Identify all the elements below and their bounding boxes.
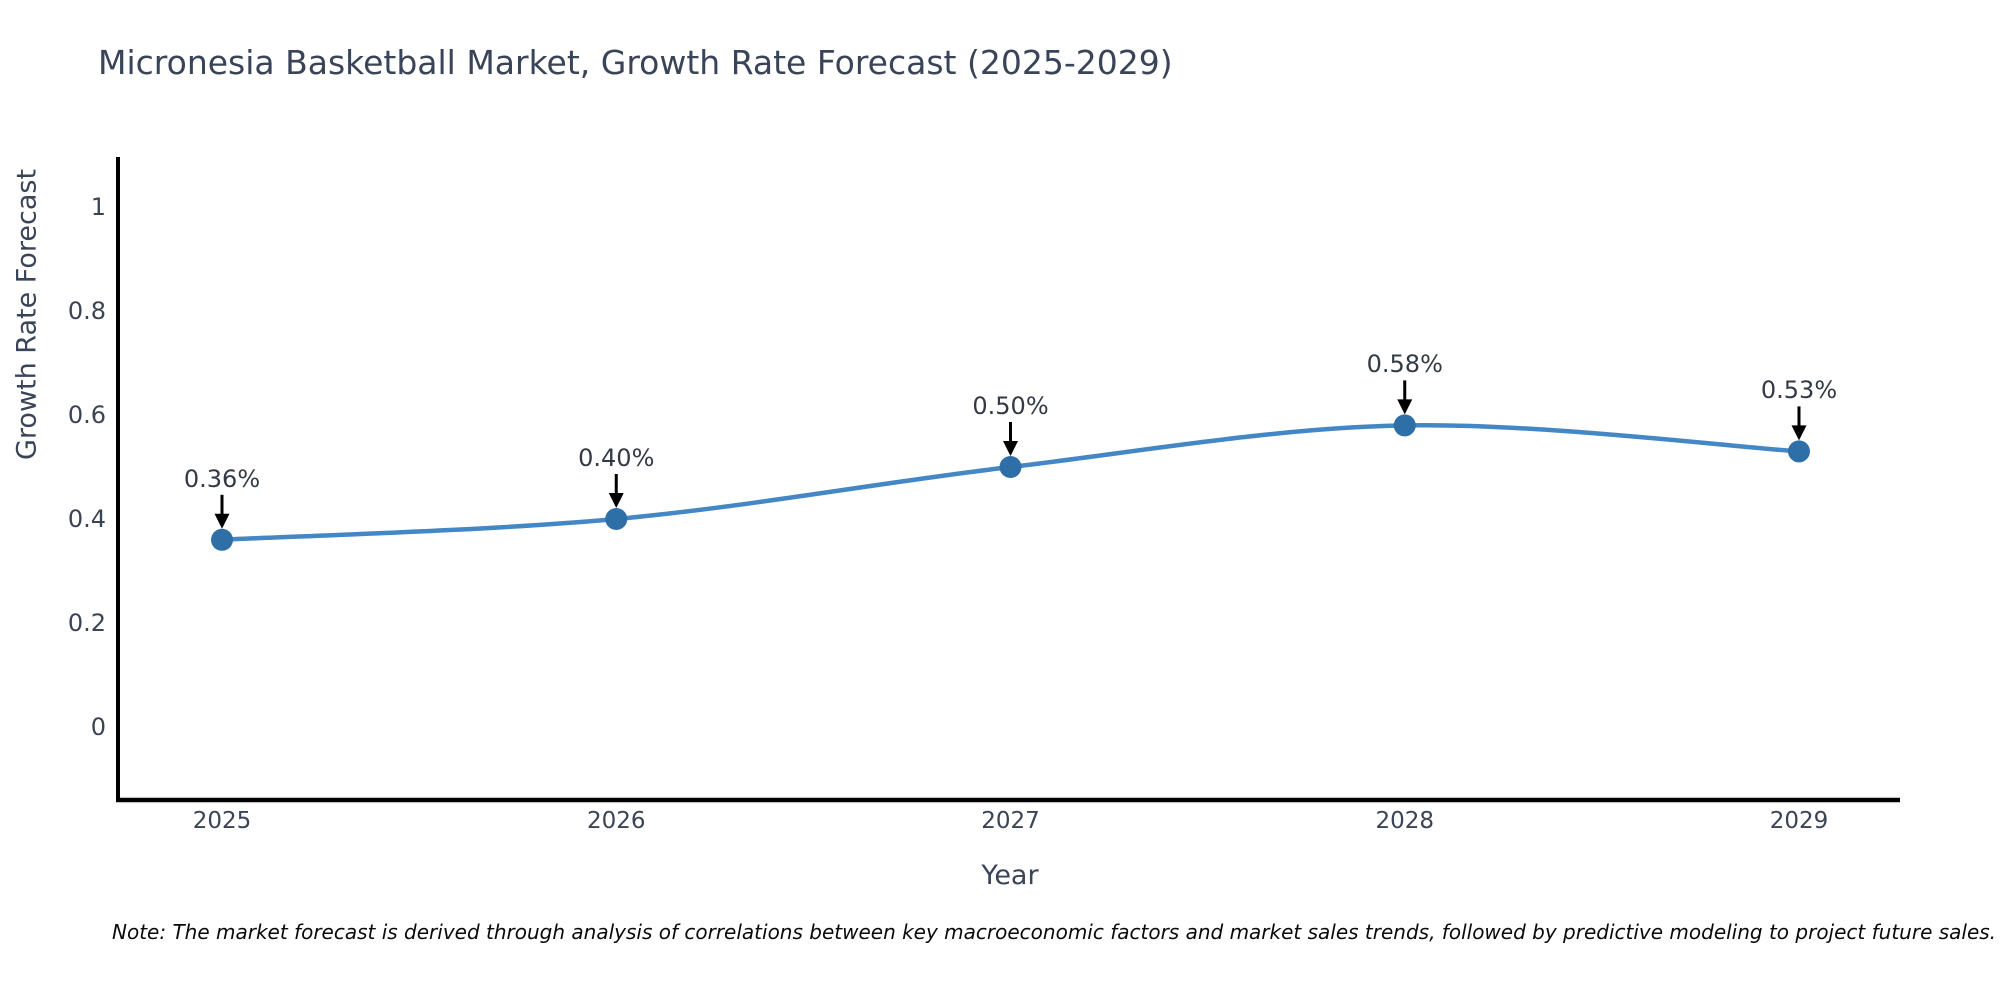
- point-value-label: 0.36%: [183, 464, 261, 493]
- data-point-marker: [605, 508, 628, 530]
- point-value-label: 0.40%: [578, 444, 655, 472]
- annotation-arrow-head: [1397, 399, 1413, 415]
- y-tick-label: 0.2: [67, 609, 106, 637]
- y-tick-label: 0.8: [67, 297, 106, 325]
- point-value-label: 0.53%: [1760, 376, 1838, 405]
- x-axis-title: Year: [981, 860, 1039, 891]
- point-value-label: 0.58%: [1366, 350, 1443, 379]
- annotation-arrow-head: [1003, 441, 1018, 456]
- data-point-marker: [999, 456, 1022, 478]
- annotation-arrow-head: [608, 493, 624, 508]
- annotation-arrow-head: [214, 513, 230, 529]
- data-point-marker: [211, 528, 233, 551]
- y-tick-label: 1: [90, 193, 106, 221]
- footnote: Note: The market forecast is derived thr…: [112, 920, 1997, 944]
- chart-title: Micronesia Basketball Market, Growth Rat…: [98, 43, 1173, 82]
- x-tick-label: 2028: [1375, 808, 1435, 834]
- data-point-marker: [1788, 440, 1810, 463]
- data-point-marker: [1393, 414, 1416, 437]
- x-tick-label: 2027: [981, 808, 1040, 834]
- x-tick-label: 2026: [586, 808, 646, 834]
- y-tick-label: 0.4: [67, 505, 106, 533]
- y-tick-label: 0: [90, 713, 106, 741]
- x-tick-label: 2029: [1769, 808, 1829, 834]
- annotation-arrow-head: [1791, 425, 1807, 441]
- point-value-label: 0.50%: [972, 392, 1049, 420]
- x-tick-label: 2025: [192, 808, 252, 834]
- y-tick-label: 0.6: [67, 401, 106, 429]
